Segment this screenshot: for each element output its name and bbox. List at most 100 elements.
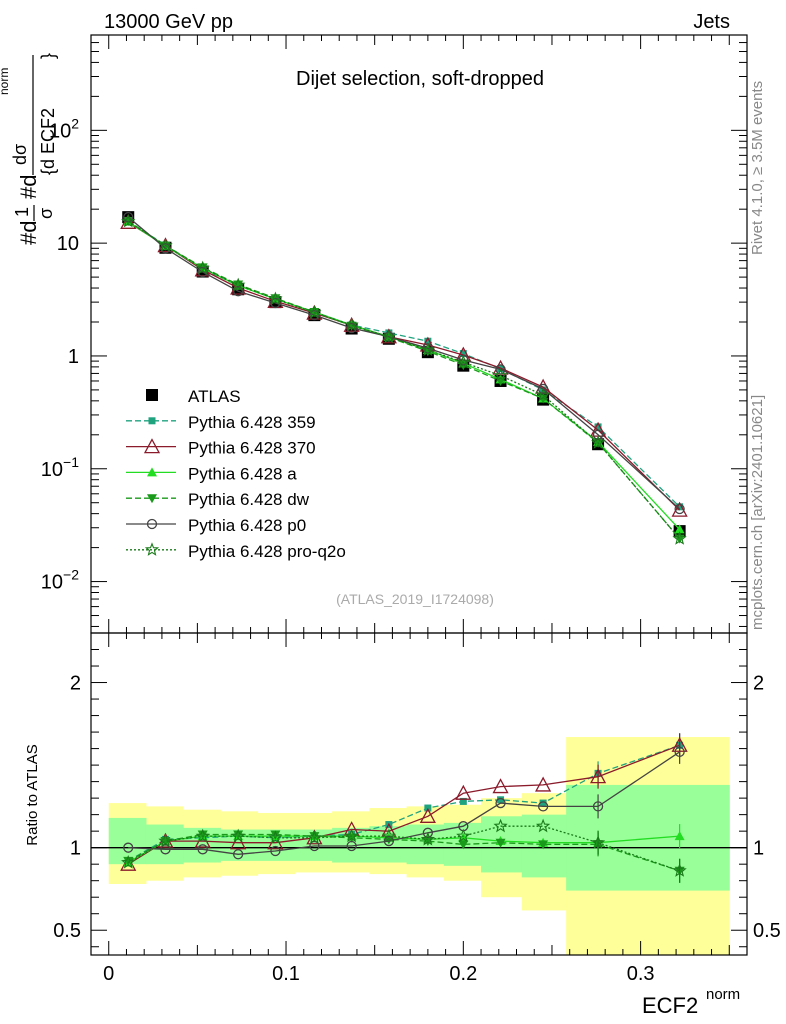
ratio-y-tick-label-right: 0.5 bbox=[753, 920, 781, 942]
point-pq2o bbox=[307, 305, 322, 319]
main-title: Dijet selection, soft-dropped bbox=[296, 68, 544, 90]
ratio-point-p370 bbox=[492, 778, 509, 794]
ratio-frame bbox=[90, 632, 748, 956]
point-pq2o bbox=[535, 387, 551, 402]
point-pq2o bbox=[672, 531, 687, 545]
ratio-series-pp0 bbox=[123, 739, 685, 860]
ratio-line-pa bbox=[127, 835, 680, 864]
ratio-point-p370 bbox=[230, 834, 247, 850]
ratio-point-pq2o bbox=[307, 830, 322, 844]
ylabel-d2: #d bbox=[16, 175, 41, 199]
x-axis-label-sup: norm bbox=[706, 986, 740, 1003]
ratio-x-tick-label: 0.2 bbox=[449, 963, 477, 985]
point-p359 bbox=[676, 503, 684, 511]
main-y-tick-label: 102 bbox=[49, 115, 79, 142]
main-y-tick-label: 1 bbox=[68, 346, 79, 368]
ratio-bands bbox=[108, 737, 730, 955]
ratio-point-pdw bbox=[233, 830, 244, 840]
mcplots-label: mcplots.cern.ch [arXiv:2401.10621] bbox=[749, 395, 766, 630]
ratio-point-pdw bbox=[309, 832, 320, 842]
ratio-point-pp0 bbox=[592, 801, 604, 812]
legend-label-pdw: Pythia 6.428 dw bbox=[188, 490, 310, 509]
legend: ATLAS Pythia 6.428 359 Pythia 6.428 370 Pyt… bbox=[126, 387, 346, 561]
ratio-point-p359 bbox=[539, 799, 547, 807]
ratio-point-pp0 bbox=[346, 840, 357, 852]
green-band-bin bbox=[566, 784, 633, 891]
main-y-axis-label: #d 1 σ #d dσ {d ECF2 norm } bbox=[0, 53, 58, 245]
point-pq2o bbox=[590, 435, 606, 449]
ylabel-frac1-den: σ bbox=[36, 208, 56, 219]
legend-marker-p359 bbox=[148, 417, 156, 425]
ratio-point-pq2o bbox=[590, 835, 606, 849]
ratio-point-p370 bbox=[419, 807, 436, 823]
ratio-point-p370 bbox=[120, 855, 137, 871]
point-pq2o bbox=[195, 260, 210, 275]
ratio-y-tick-label: 2 bbox=[70, 673, 81, 695]
ratio-x-tick-label: 0.3 bbox=[627, 963, 655, 985]
ylabel-frac2-close: } bbox=[38, 53, 58, 59]
legend-marker-pdw bbox=[147, 494, 157, 504]
ratio-point-pq2o bbox=[195, 828, 210, 843]
ratio-point-pq2o bbox=[268, 830, 283, 844]
main-y-tick-label: 10 bbox=[57, 233, 79, 255]
ratio-point-p370 bbox=[535, 776, 552, 792]
ratio-point-p370 bbox=[589, 768, 607, 784]
ratio-point-pp0 bbox=[160, 844, 171, 855]
ratio-point-pp0 bbox=[123, 842, 134, 853]
point-pp0 bbox=[346, 322, 357, 334]
point-pp0 bbox=[197, 266, 208, 278]
ratio-panel: 0.5 0.5 1 1 2 2 0 0.1 0.2 0.3 Ratio to ATLAS ECF2… bbox=[24, 632, 781, 1018]
series-pq2o bbox=[121, 213, 687, 545]
analysis-watermark: (ATLAS_2019_I1724098) bbox=[336, 591, 494, 607]
ratio-point-pdw bbox=[270, 830, 281, 840]
legend-label-p370: Pythia 6.428 370 bbox=[188, 439, 316, 458]
ratio-point-pq2o bbox=[158, 833, 173, 848]
ratio-line-pq2o bbox=[127, 825, 680, 872]
point-pa bbox=[674, 524, 685, 534]
ratio-point-pq2o bbox=[535, 818, 551, 833]
legend-label-pp0: Pythia 6.428 p0 bbox=[188, 516, 306, 535]
point-pq2o bbox=[268, 291, 283, 305]
ratio-point-pp0 bbox=[495, 797, 506, 809]
header-right: Jets bbox=[693, 11, 730, 33]
legend-item-p370: Pythia 6.428 370 bbox=[126, 438, 316, 458]
point-pq2o bbox=[121, 213, 136, 228]
ratio-point-pdw bbox=[197, 830, 208, 840]
ratio-line-pp0 bbox=[128, 751, 680, 855]
legend-item-pp0: Pythia 6.428 p0 bbox=[126, 516, 306, 535]
ratio-point-pq2o bbox=[456, 828, 471, 843]
ratio-point-pp0 bbox=[270, 845, 281, 857]
point-pq2o bbox=[493, 368, 508, 382]
ratio-series-pq2o bbox=[121, 818, 687, 883]
ratio-point-pq2o bbox=[231, 828, 246, 843]
point-pq2o bbox=[456, 354, 471, 369]
point-pp0 bbox=[592, 429, 604, 440]
legend-marker-p370 bbox=[143, 438, 161, 454]
ratio-point-pq2o bbox=[493, 818, 508, 833]
ratio-line-p359 bbox=[127, 744, 680, 862]
point-pq2o bbox=[158, 238, 173, 252]
main-series-group bbox=[120, 211, 688, 545]
legend-item-pdw: Pythia 6.428 dw bbox=[126, 490, 310, 509]
ratio-y-tick-label-right: 1 bbox=[753, 838, 764, 860]
legend-label-pa: Pythia 6.428 a bbox=[188, 464, 297, 483]
ratio-x-tick-label: 0.1 bbox=[272, 963, 300, 985]
legend-item-atlas: ATLAS bbox=[146, 387, 241, 406]
main-axis-ticks: 10−2 10−1 1 10 102 bbox=[41, 34, 747, 633]
ylabel-frac2-num: dσ bbox=[10, 144, 30, 165]
ratio-point-pp0 bbox=[197, 844, 208, 855]
point-pq2o bbox=[344, 317, 359, 332]
ylabel-frac2-den: {d ECF2 bbox=[38, 108, 58, 175]
legend-marker-pq2o bbox=[144, 542, 160, 556]
point-pp0 bbox=[537, 383, 549, 395]
point-pq2o bbox=[231, 277, 246, 292]
main-panel: Dijet selection, soft-dropped (ATLAS_201… bbox=[0, 34, 748, 634]
header-left: 13000 GeV pp bbox=[104, 11, 233, 33]
point-pp0 bbox=[309, 309, 320, 321]
ratio-series-group bbox=[120, 733, 688, 883]
ratio-point-pq2o bbox=[420, 831, 436, 846]
ratio-point-pq2o bbox=[344, 828, 359, 843]
ratio-x-tick-label: 0 bbox=[103, 963, 114, 985]
legend-marker-pp0 bbox=[146, 518, 158, 530]
